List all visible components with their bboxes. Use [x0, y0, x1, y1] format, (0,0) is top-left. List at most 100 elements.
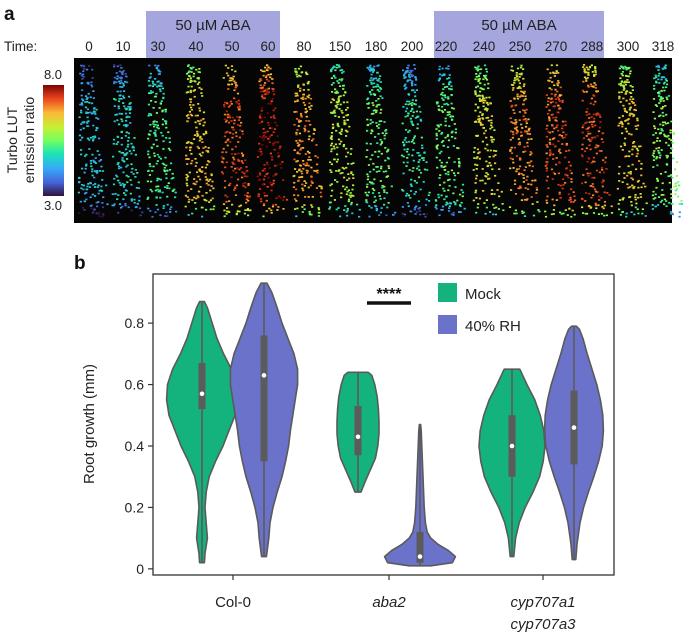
root-pixel — [271, 98, 274, 100]
root-pixel — [97, 184, 100, 187]
root-pixel — [623, 108, 626, 110]
root-pixel — [208, 201, 211, 203]
root-pixel — [272, 131, 275, 134]
root-pixel — [495, 150, 498, 152]
root-pixel — [448, 87, 451, 90]
root-pixel — [484, 77, 488, 80]
root-pixel — [405, 192, 409, 195]
root-pixel — [241, 133, 244, 135]
root-pixel — [383, 134, 386, 137]
root-pixel — [293, 149, 296, 151]
root-pixel — [454, 186, 457, 188]
root-pixel — [625, 111, 629, 114]
root-pixel — [622, 104, 625, 107]
time-label-200: 200 — [401, 39, 424, 54]
root-pixel — [522, 103, 525, 106]
root-pixel — [527, 188, 530, 190]
root-pixel — [457, 147, 460, 150]
time-label-50: 50 — [224, 39, 239, 54]
root-pixel — [481, 123, 484, 126]
root-pixel — [262, 139, 265, 141]
root-pixel — [310, 166, 313, 169]
root-pixel — [331, 67, 334, 69]
root-pixel — [594, 66, 597, 68]
root-pixel — [199, 178, 202, 181]
root-pixel — [165, 120, 168, 123]
root-pixel — [437, 125, 440, 128]
root-pixel — [302, 189, 305, 192]
root-pixel — [307, 130, 310, 133]
root-pixel — [631, 145, 635, 148]
root-pixel — [366, 102, 369, 105]
root-pixel — [346, 119, 349, 121]
root-pixel — [632, 98, 635, 100]
root-pixel — [626, 183, 629, 186]
root-pixel — [624, 110, 627, 113]
root-pixel — [628, 114, 631, 117]
root-pixel — [85, 121, 88, 123]
root-pixel — [476, 156, 479, 158]
root-pixel — [242, 154, 245, 156]
time-label-10: 10 — [115, 39, 130, 54]
root-pixel — [226, 130, 229, 133]
root-pixel — [411, 115, 414, 117]
root-pixel — [207, 151, 210, 153]
root-pixel — [557, 140, 560, 143]
root-pixel — [345, 211, 348, 213]
root-pixel — [621, 115, 624, 117]
root-pixel — [482, 105, 485, 108]
root-pixel — [199, 135, 202, 138]
root-pixel — [628, 150, 631, 153]
root-pixel — [331, 98, 334, 100]
root-pixel — [270, 189, 273, 192]
root-pixel — [406, 67, 410, 70]
root-pixel — [119, 86, 122, 88]
root-pixel — [409, 210, 412, 213]
root-pixel — [81, 167, 84, 170]
root-pixel — [125, 165, 128, 168]
root-pixel — [440, 164, 443, 167]
root-pixel — [565, 150, 568, 152]
root-pixel — [207, 180, 210, 182]
root-pixel — [81, 104, 84, 106]
root-pixel — [233, 189, 236, 191]
root-pixel — [591, 125, 594, 128]
root-pixel — [413, 207, 416, 210]
root-pixel — [392, 213, 395, 216]
root-pixel — [375, 111, 378, 114]
root-pixel — [147, 153, 150, 156]
root-pixel — [447, 96, 450, 98]
root-pixel — [90, 81, 93, 84]
root-pixel — [385, 132, 388, 135]
root-pixel — [134, 153, 137, 156]
root-pixel — [304, 111, 307, 113]
root-pixel — [306, 164, 309, 166]
root-pixel — [234, 82, 237, 84]
root-pixel — [424, 204, 428, 206]
root-pixel — [194, 202, 197, 204]
root-pixel — [85, 163, 88, 166]
root-pixel — [479, 87, 482, 89]
root-pixel — [434, 206, 437, 208]
root-pixel — [344, 91, 347, 94]
root-pixel — [652, 111, 655, 113]
root-pixel — [458, 211, 461, 213]
root-pixel — [598, 126, 601, 129]
root-pixel — [256, 156, 260, 158]
root-pixel — [626, 79, 629, 81]
root-pixel — [666, 155, 669, 157]
root-pixel — [298, 132, 301, 135]
root-pixel — [549, 151, 552, 153]
root-pixel — [204, 130, 208, 133]
root-pixel — [317, 215, 321, 217]
root-pixel — [369, 64, 372, 67]
root-pixel — [146, 180, 149, 183]
root-pixel — [448, 178, 451, 181]
root-pixel — [474, 91, 477, 94]
root-pixel — [117, 141, 120, 143]
root-pixel — [149, 210, 152, 212]
root-pixel — [598, 199, 601, 201]
root-pixel — [166, 185, 169, 187]
root-pixel — [404, 110, 408, 113]
